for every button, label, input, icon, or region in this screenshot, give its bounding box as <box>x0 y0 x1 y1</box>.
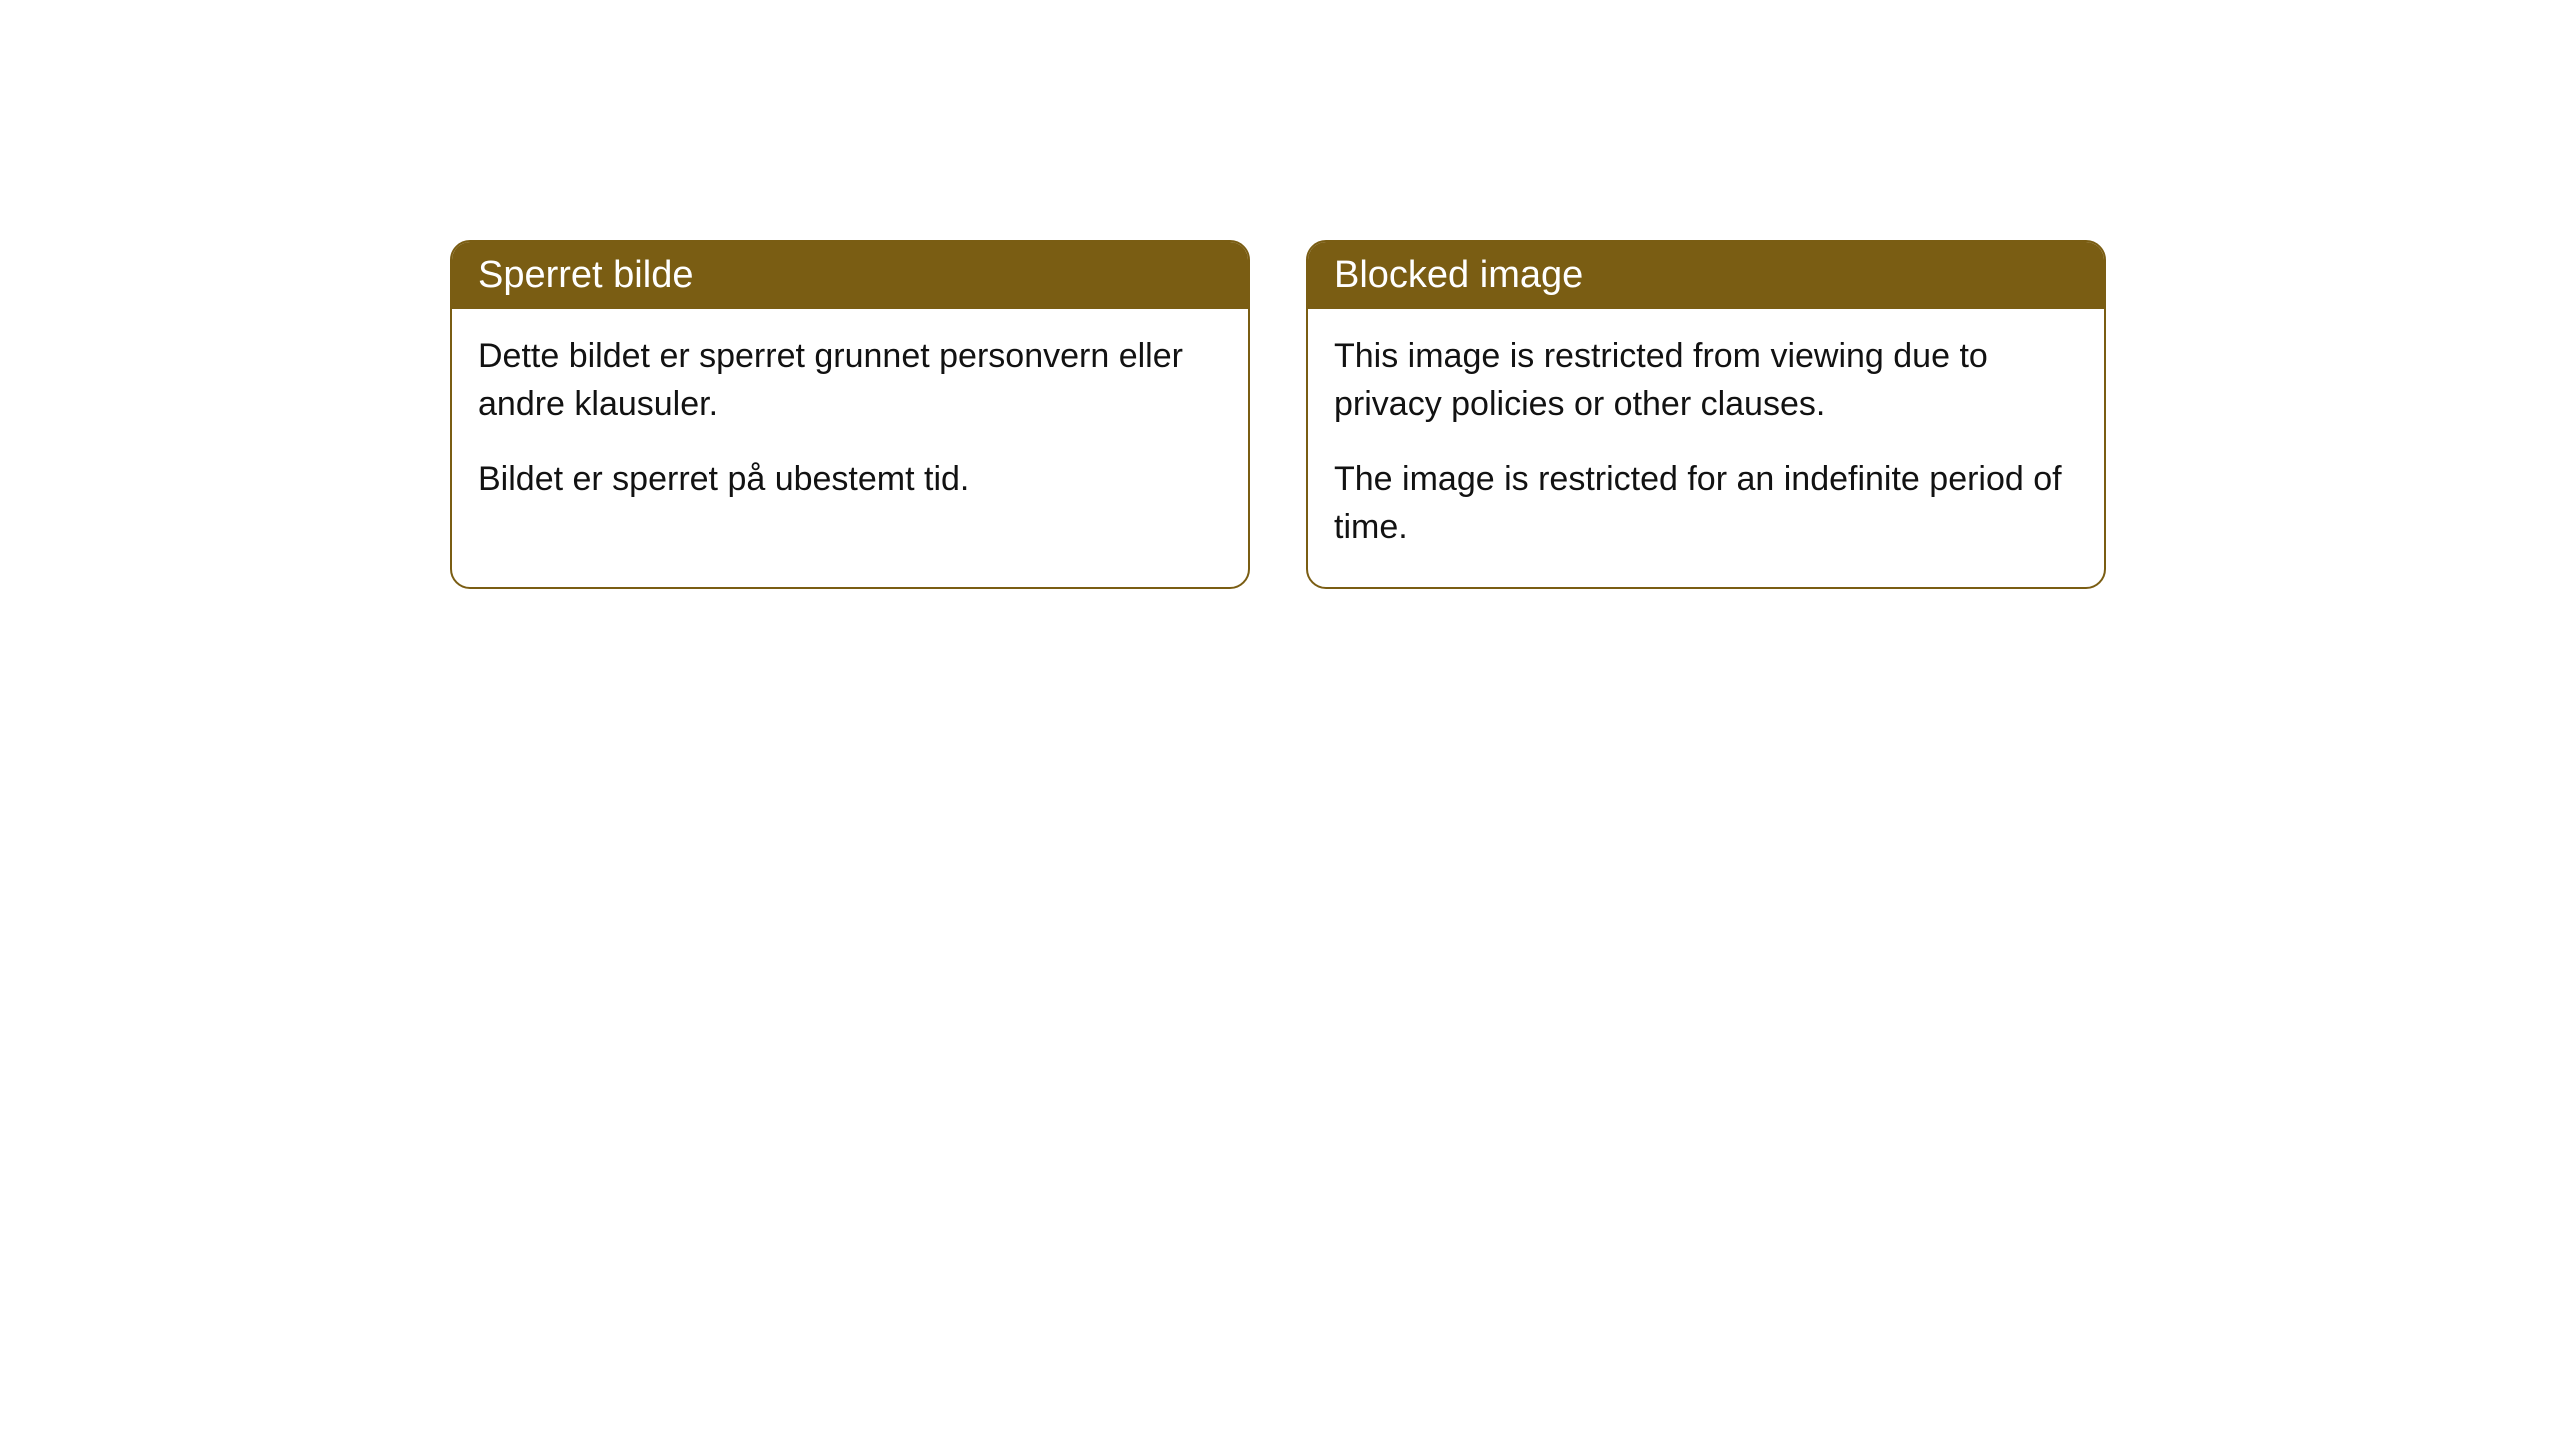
card-header: Sperret bilde <box>452 242 1248 309</box>
card-paragraph-2: Bildet er sperret på ubestemt tid. <box>478 456 1222 504</box>
card-body: This image is restricted from viewing du… <box>1308 309 2104 587</box>
card-header: Blocked image <box>1308 242 2104 309</box>
card-title: Sperret bilde <box>478 254 693 296</box>
cards-container: Sperret bilde Dette bildet er sperret gr… <box>450 240 2110 589</box>
card-body: Dette bildet er sperret grunnet personve… <box>452 309 1248 540</box>
card-paragraph-1: This image is restricted from viewing du… <box>1334 333 2078 428</box>
card-paragraph-2: The image is restricted for an indefinit… <box>1334 456 2078 551</box>
blocked-image-card-english: Blocked image This image is restricted f… <box>1306 240 2106 589</box>
card-paragraph-1: Dette bildet er sperret grunnet personve… <box>478 333 1222 428</box>
blocked-image-card-norwegian: Sperret bilde Dette bildet er sperret gr… <box>450 240 1250 589</box>
card-title: Blocked image <box>1334 254 1583 296</box>
